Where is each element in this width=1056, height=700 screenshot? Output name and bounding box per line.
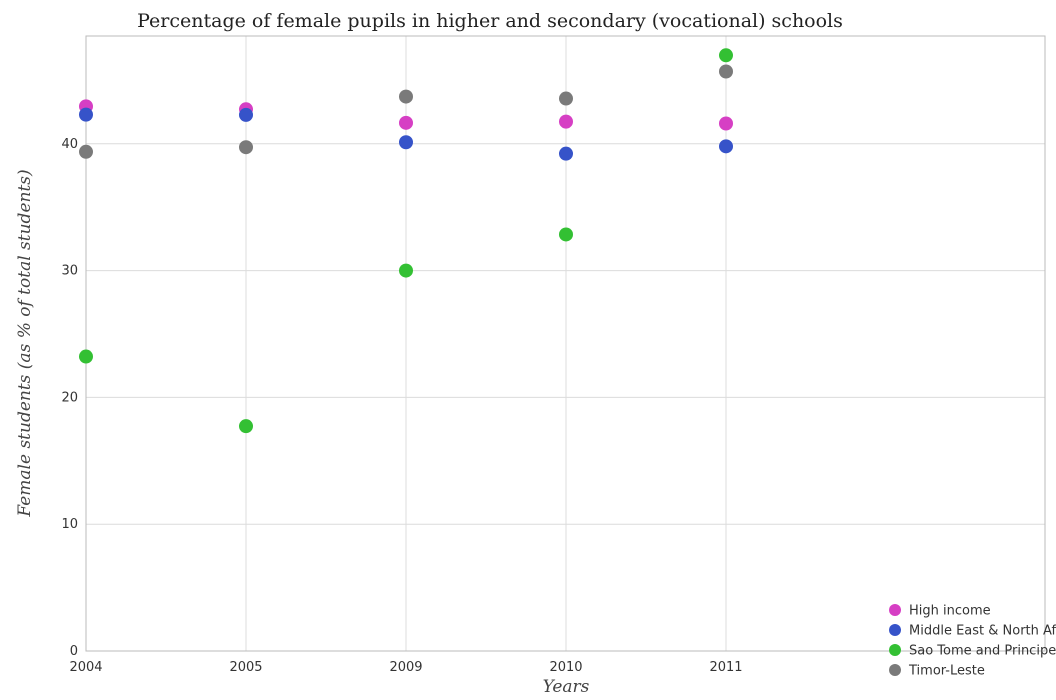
x-tick-label: 2010 bbox=[549, 660, 582, 675]
data-point bbox=[559, 114, 573, 129]
data-point bbox=[79, 144, 93, 159]
y-tick-label: 40 bbox=[61, 137, 78, 152]
legend-label: Timor-Leste bbox=[908, 664, 985, 679]
data-point bbox=[559, 146, 573, 161]
data-point bbox=[239, 140, 253, 155]
legend: High income Middle East & North Africa (d… bbox=[889, 604, 1056, 679]
x-tick-label: 2004 bbox=[69, 660, 102, 675]
data-point bbox=[719, 139, 733, 154]
data-point bbox=[559, 227, 573, 242]
y-tick-label: 10 bbox=[61, 517, 78, 532]
data-point bbox=[399, 263, 413, 278]
chart-title: Percentage of female pupils in higher an… bbox=[137, 10, 843, 32]
legend-label: Sao Tome and Principe bbox=[909, 644, 1056, 659]
legend-label: High income bbox=[909, 604, 991, 619]
plot-area-border bbox=[85, 35, 1046, 652]
data-point bbox=[399, 115, 413, 130]
y-tick-label: 20 bbox=[61, 390, 78, 405]
y-tick-label: 30 bbox=[61, 264, 78, 279]
x-tick-label: 2009 bbox=[389, 660, 422, 675]
data-point bbox=[719, 116, 733, 131]
legend-marker bbox=[889, 624, 901, 636]
y-axis-label: Female students (as % of total students) bbox=[15, 169, 35, 517]
points-layer bbox=[79, 48, 733, 434]
data-point bbox=[719, 48, 733, 63]
y-tick-label: 0 bbox=[70, 644, 78, 659]
legend-marker bbox=[889, 644, 901, 656]
legend-marker bbox=[889, 664, 901, 676]
data-point bbox=[79, 107, 93, 122]
x-tick-label: 2005 bbox=[229, 660, 262, 675]
data-point bbox=[399, 135, 413, 150]
data-point bbox=[79, 349, 93, 364]
x-axis-label: Years bbox=[543, 677, 590, 697]
data-point bbox=[239, 419, 253, 434]
legend-label: Middle East & North Africa (developing o… bbox=[909, 624, 1056, 639]
legend-marker bbox=[889, 604, 901, 616]
data-point bbox=[719, 64, 733, 79]
tick-layer: 0 10 20 30 40 2004 2005 2009 2010 2011 bbox=[61, 137, 742, 675]
data-point bbox=[559, 91, 573, 106]
data-point bbox=[399, 89, 413, 104]
x-tick-label: 2011 bbox=[709, 660, 742, 675]
data-point bbox=[239, 107, 253, 122]
